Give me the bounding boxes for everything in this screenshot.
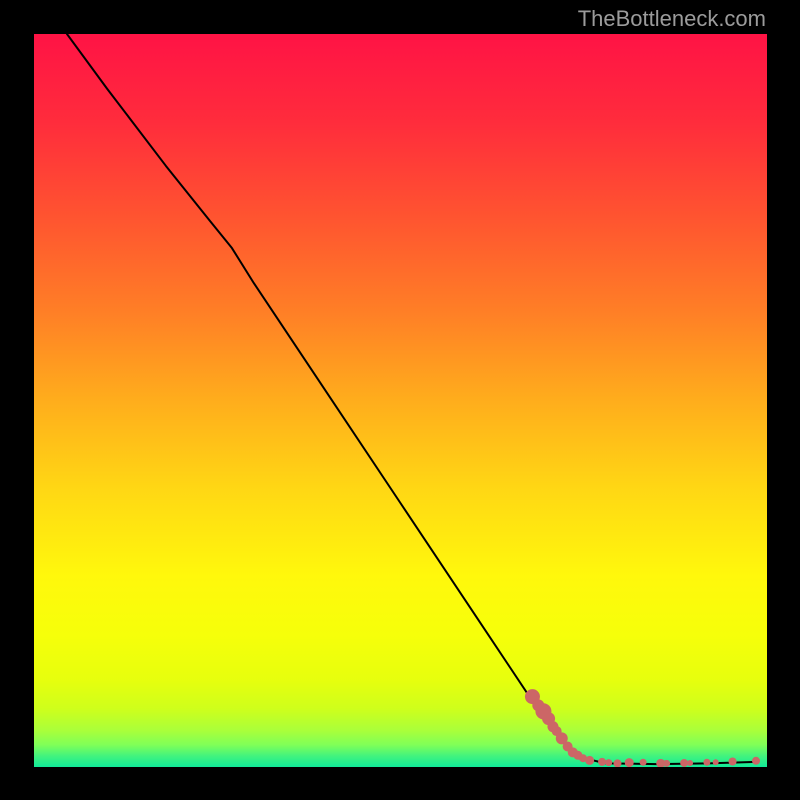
bottleneck-curve	[67, 34, 756, 764]
scatter-point	[640, 759, 647, 766]
scatter-point	[752, 757, 760, 765]
chart-overlay	[34, 34, 767, 767]
scatter-point	[598, 758, 606, 766]
chart-container: { "canvas": { "width": 800, "height": 80…	[0, 0, 800, 800]
scatter-point	[625, 758, 634, 767]
scatter-point	[663, 760, 670, 767]
plot-area	[34, 34, 767, 767]
attribution-text: TheBottleneck.com	[578, 6, 766, 32]
scatter-point	[713, 759, 719, 765]
scatter-point	[605, 759, 612, 766]
scatter-point	[703, 759, 710, 766]
scatter-point	[687, 760, 693, 766]
scatter-point	[680, 759, 688, 767]
scatter-point	[729, 758, 737, 766]
scatter-point	[613, 759, 621, 767]
scatter-point	[585, 756, 594, 765]
